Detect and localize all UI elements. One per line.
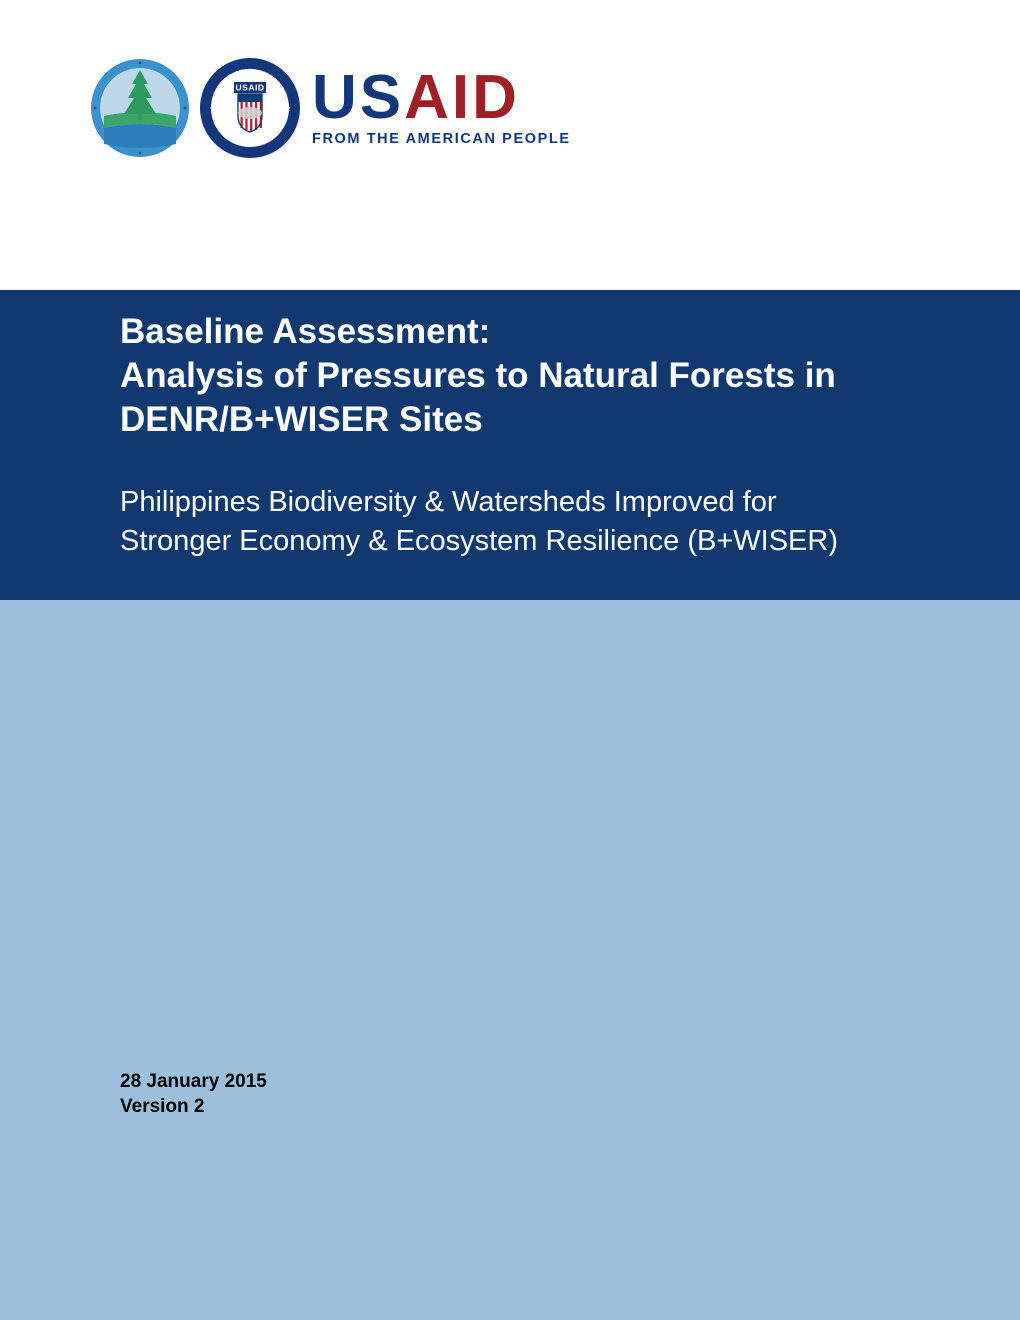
title-line-1: Baseline Assessment: [120, 310, 1020, 354]
title-line-3: DENR/B+WISER Sites [120, 398, 1020, 442]
title-band: Baseline Assessment: Analysis of Pressur… [0, 290, 1020, 600]
svg-text:★: ★ [209, 104, 216, 113]
logo-row: UNITED STATES AGENCY INTERNATIONAL DEVEL… [90, 58, 571, 158]
body-band: 28 January 2015 Version 2 [0, 600, 1020, 1320]
meta-date: 28 January 2015 [120, 1070, 1020, 1095]
svg-text:★: ★ [284, 104, 291, 113]
subtitle-line-2: Stronger Economy & Ecosystem Resilience … [120, 522, 1020, 561]
usaid-tagline: FROM THE AMERICAN PEOPLE [312, 131, 571, 147]
title-line-2: Analysis of Pressures to Natural Forests… [120, 354, 1020, 398]
document-page: UNITED STATES AGENCY INTERNATIONAL DEVEL… [0, 0, 1020, 1320]
usaid-seal-icon: UNITED STATES AGENCY INTERNATIONAL DEVEL… [200, 58, 300, 158]
subtitle-line-1: Philippines Biodiversity & Watersheds Im… [120, 483, 1020, 522]
subtitle-block: Philippines Biodiversity & Watersheds Im… [120, 483, 1020, 561]
usaid-prefix: US [312, 63, 404, 132]
svg-text:USAID: USAID [236, 83, 265, 93]
denr-logo-icon [90, 58, 190, 158]
usaid-wordmark: USAID FROM THE AMERICAN PEOPLE [312, 69, 571, 147]
meta-version: Version 2 [120, 1095, 1020, 1120]
usaid-word: USAID [312, 69, 571, 128]
usaid-suffix: AID [404, 63, 520, 132]
